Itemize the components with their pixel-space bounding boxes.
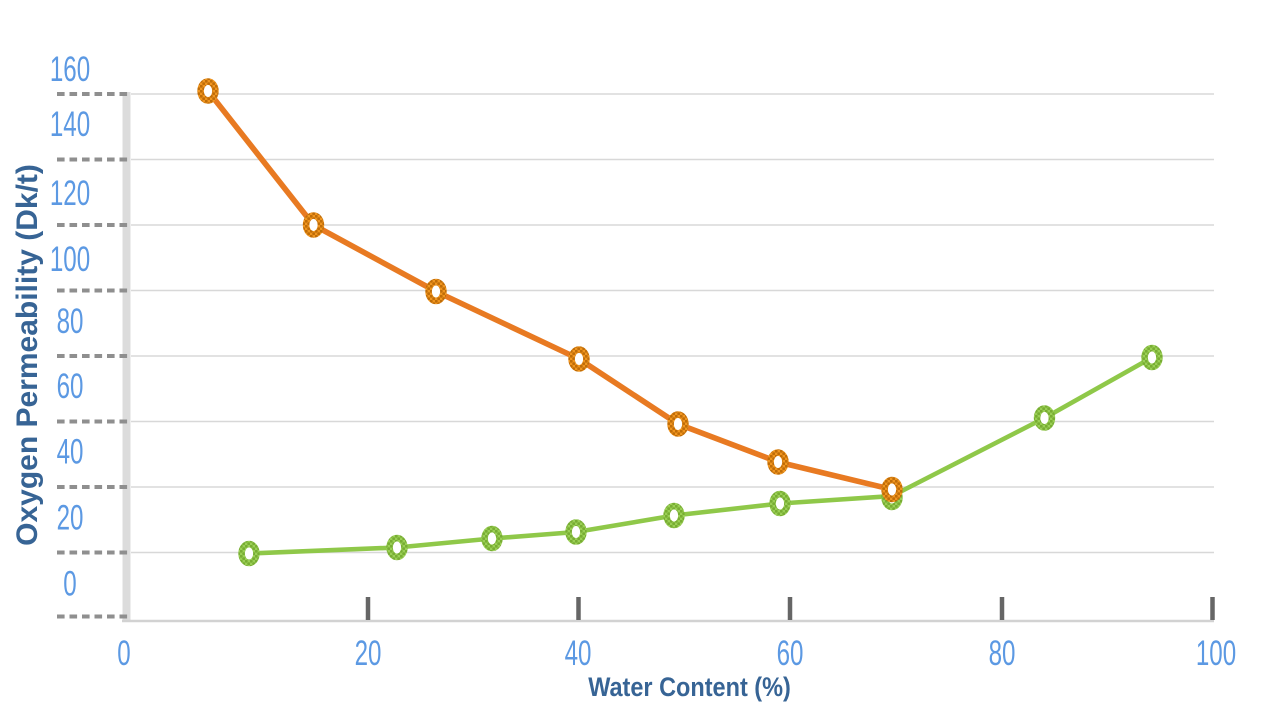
svg-text:60: 60: [777, 635, 804, 673]
svg-text:80: 80: [989, 635, 1016, 673]
svg-text:120: 120: [50, 175, 90, 213]
svg-text:160: 160: [50, 51, 90, 89]
svg-text:Oxygen Permeability (Dk/t): Oxygen Permeability (Dk/t): [11, 164, 44, 546]
svg-text:60: 60: [57, 368, 84, 406]
svg-text:100: 100: [1196, 635, 1236, 673]
svg-text:40: 40: [57, 433, 84, 471]
svg-text:140: 140: [50, 106, 90, 144]
svg-text:20: 20: [57, 499, 84, 537]
svg-text:0: 0: [63, 565, 76, 603]
svg-text:0: 0: [117, 635, 130, 673]
svg-text:40: 40: [565, 635, 592, 673]
svg-text:Water Content (%): Water Content (%): [588, 673, 791, 703]
svg-text:20: 20: [355, 635, 382, 673]
svg-text:80: 80: [57, 303, 84, 341]
svg-text:100: 100: [50, 241, 90, 279]
